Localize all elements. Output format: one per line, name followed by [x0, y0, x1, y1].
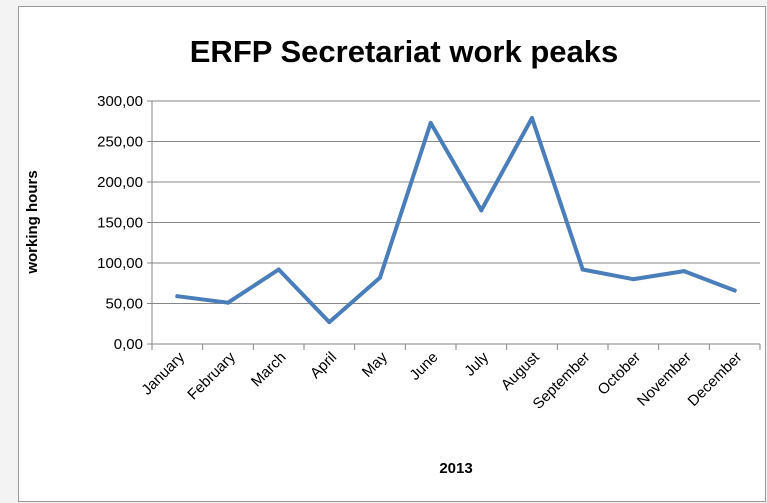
- data-point: [378, 275, 382, 280]
- y-axis-tick-labels: 0,00 50,00 100,00 150,00 200,00 250,00 300,00: [97, 93, 143, 353]
- data-point: [276, 267, 281, 272]
- data-point: [226, 300, 230, 305]
- x-tick-label: January: [138, 348, 188, 398]
- x-tick-label: June: [406, 349, 441, 384]
- data-point: [175, 294, 180, 299]
- y-tick-label: 300,00: [97, 93, 143, 110]
- data-point: [631, 277, 636, 282]
- x-tick-label: April: [307, 349, 340, 382]
- y-tick-label: 150,00: [97, 215, 143, 232]
- data-point: [732, 288, 737, 293]
- x-tick-label: February: [184, 348, 239, 403]
- data-point: [479, 208, 484, 213]
- y-axis-title: working hours: [24, 170, 41, 274]
- x-axis-title: 2013: [439, 460, 472, 477]
- data-point: [580, 267, 585, 272]
- x-tick-label: July: [461, 348, 492, 379]
- x-tick-label: December: [685, 349, 746, 410]
- gridlines: [152, 100, 760, 304]
- y-tick-label: 250,00: [97, 134, 143, 151]
- data-point: [530, 116, 534, 121]
- chart-title: ERFP Secretariat work peaks: [190, 34, 618, 69]
- data-point: [428, 120, 433, 125]
- data-point: [682, 269, 686, 274]
- data-point: [327, 320, 332, 325]
- axes: [147, 100, 761, 350]
- y-tick-label: 0,00: [114, 336, 143, 353]
- y-tick-label: 200,00: [97, 174, 143, 191]
- y-tick-label: 50,00: [105, 296, 143, 313]
- chart-frame: [18, 6, 766, 502]
- series-line: [175, 116, 737, 325]
- x-tick-label: October: [594, 349, 644, 399]
- y-tick-label: 100,00: [97, 255, 143, 272]
- x-tick-label: November: [634, 349, 695, 410]
- x-tick-label: August: [498, 348, 544, 394]
- series-layer: [175, 116, 737, 325]
- x-tick-label: March: [248, 349, 289, 390]
- x-tick-label: May: [359, 348, 391, 380]
